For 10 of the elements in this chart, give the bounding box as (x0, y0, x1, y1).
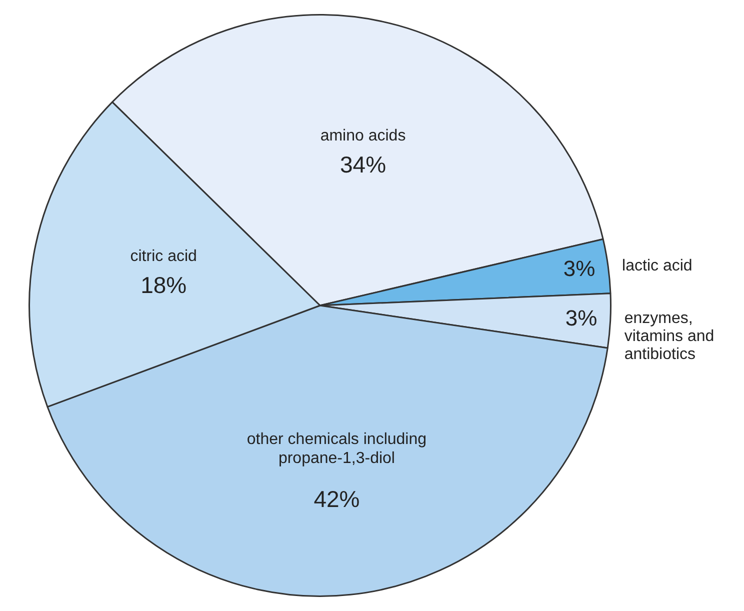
data-label: 3% (565, 305, 598, 330)
slice-label: amino acids (320, 127, 406, 144)
data-label: 18% (140, 272, 187, 298)
slice-label: other chemicals including propane-1,3-diol (246, 430, 427, 467)
data-label: 3% (563, 256, 596, 282)
data-label: 42% (314, 486, 360, 512)
slice-label: citric acid (130, 248, 197, 266)
slice-label: lactic acid (622, 257, 692, 274)
slice-label: enzymes, vitamins and antibiotics (624, 310, 714, 364)
data-label: 34% (340, 151, 386, 178)
